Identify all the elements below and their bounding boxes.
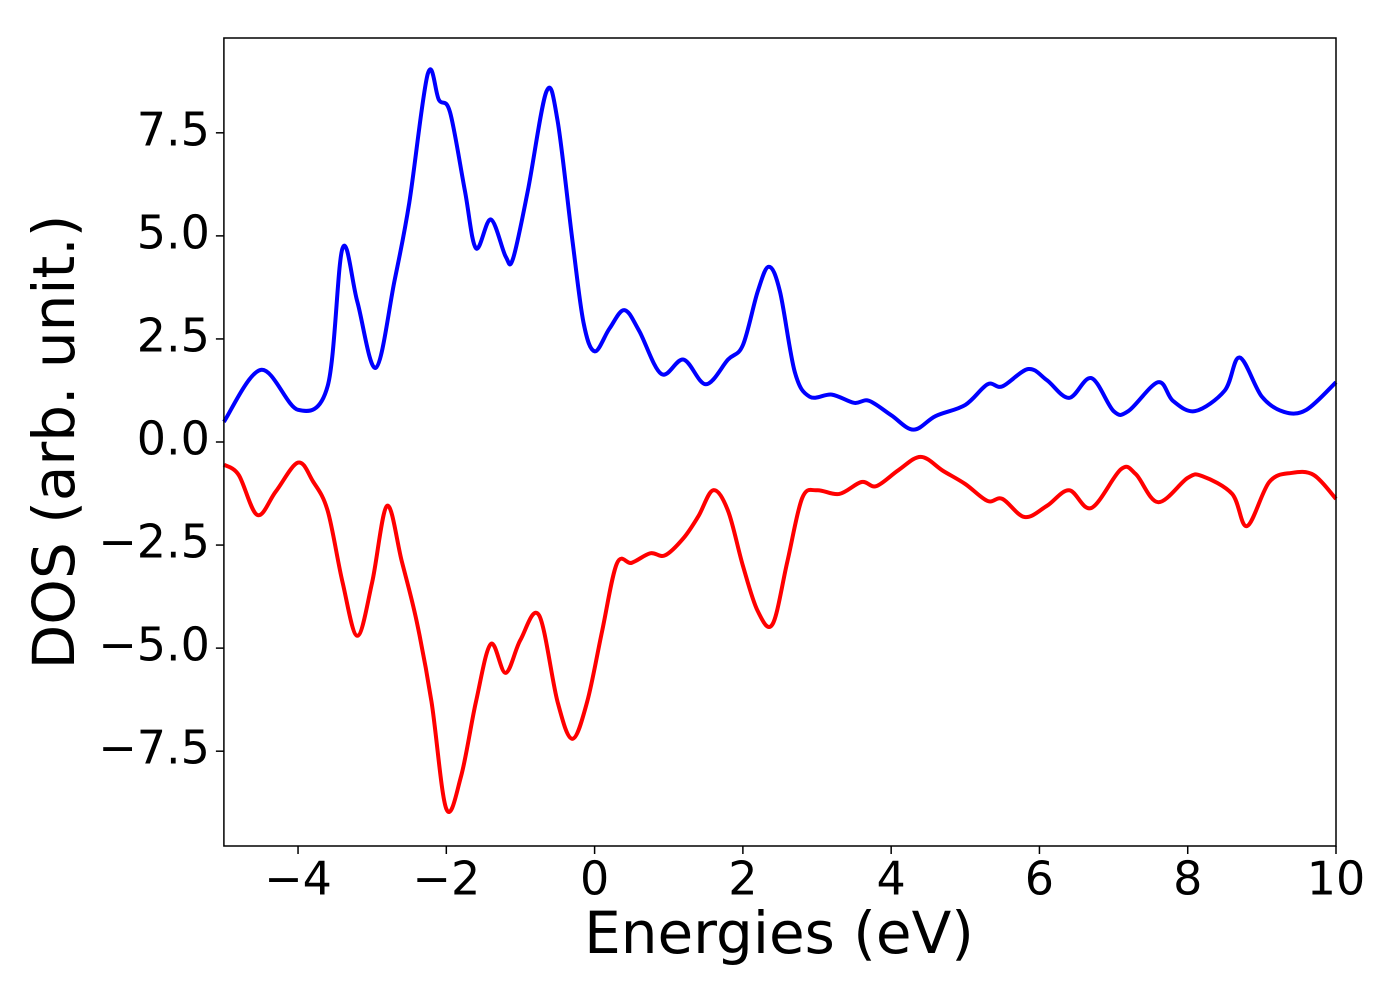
dos-line <box>222 67 1338 432</box>
plot-frame <box>223 37 1337 847</box>
y-tick-label: 2.5 <box>137 308 210 362</box>
y-tick-label: 0.0 <box>137 412 210 466</box>
x-tick-label: 2 <box>728 852 757 906</box>
x-tick-label: 4 <box>877 852 906 906</box>
y-tick-label: −7.5 <box>98 721 210 775</box>
x-tick-label: −2 <box>412 852 480 906</box>
y-tick-label: −5.0 <box>98 618 210 672</box>
x-tick-label: 8 <box>1173 852 1202 906</box>
x-tick-label: 10 <box>1307 852 1366 906</box>
x-tick-label: 0 <box>580 852 609 906</box>
y-tick-label: 5.0 <box>137 205 210 259</box>
x-tick-label: 6 <box>1025 852 1054 906</box>
y-tick-label: −2.5 <box>98 515 210 569</box>
dos-line <box>222 454 1338 814</box>
x-tick-label: −4 <box>264 852 332 906</box>
y-tick-label: 7.5 <box>137 102 210 156</box>
y-axis-label: DOS (arb. unit.) <box>20 215 88 670</box>
x-axis-label: Energies (eV) <box>584 899 974 967</box>
